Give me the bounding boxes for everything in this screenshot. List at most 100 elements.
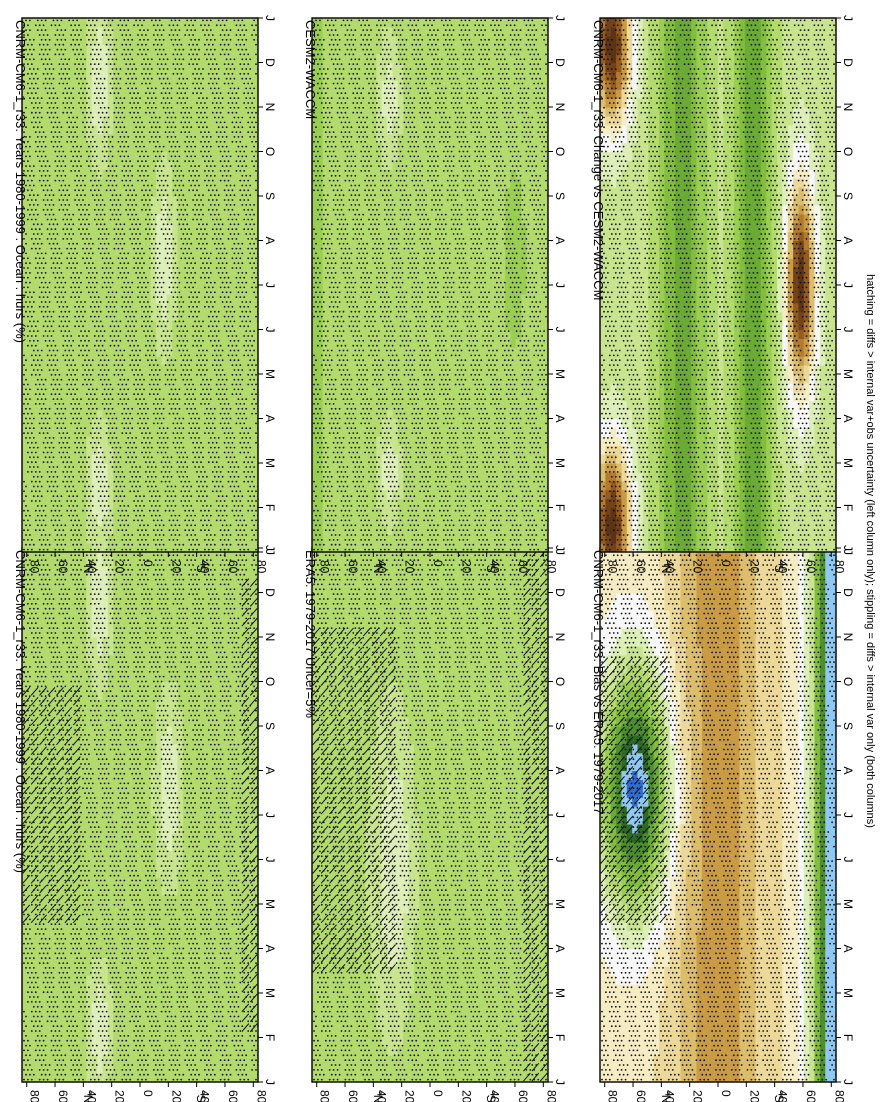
heat-cell (204, 1019, 211, 1030)
heat-cell (27, 743, 34, 754)
heat-cell (54, 418, 61, 428)
heat-cell (182, 133, 189, 144)
heat-cell (48, 1028, 55, 1039)
heat-cell (225, 921, 232, 932)
heat-cell (177, 548, 184, 558)
heat-cell (193, 71, 200, 81)
heat-cell (91, 454, 98, 464)
heat-cell (231, 1019, 238, 1030)
heat-cell (97, 939, 104, 950)
heat-cell (161, 525, 168, 535)
heat-cell (220, 436, 227, 446)
heat-cell (177, 543, 184, 552)
heat-cell (118, 471, 125, 482)
heat-cell (172, 98, 179, 108)
heat-cell (204, 249, 211, 259)
heat-cell (172, 231, 179, 242)
heat-cell (134, 548, 141, 558)
heat-cell (32, 35, 39, 46)
heat-cell (86, 1010, 93, 1021)
heat-cell (225, 124, 232, 135)
heat-cell (70, 601, 77, 611)
heat-cell (188, 222, 195, 233)
heat-cell (161, 993, 168, 1003)
heat-cell (134, 115, 141, 126)
heat-cell (81, 169, 87, 179)
heat-cell (97, 276, 104, 286)
heat-cell (107, 98, 114, 108)
heat-cell (43, 984, 50, 994)
heat-cell (156, 1019, 163, 1030)
heat-cell (225, 886, 232, 896)
heat-cell (134, 984, 141, 994)
heat-cell (199, 797, 205, 807)
heat-cell (225, 516, 232, 526)
heat-cell (102, 53, 109, 64)
heat-cell (204, 850, 211, 861)
heat-cell (166, 454, 173, 464)
heat-cell (161, 548, 168, 558)
heat-cell (225, 912, 232, 923)
heat-cell (64, 1037, 71, 1047)
heat-cell (236, 743, 243, 754)
heat-cell (156, 734, 163, 745)
heat-cell (241, 1046, 248, 1056)
heat-cell (86, 516, 93, 526)
heat-cell (220, 699, 227, 709)
heat-cell (86, 311, 93, 322)
heat-cell (177, 356, 184, 366)
heat-cell (97, 743, 104, 754)
heat-cell (156, 806, 163, 816)
heat-cell (134, 1019, 141, 1030)
heat-cell (81, 832, 87, 843)
heat-cell (204, 556, 211, 567)
heat-cell (54, 1046, 61, 1056)
heat-cell (43, 1064, 50, 1074)
heat-cell (22, 543, 28, 552)
heat-cell (150, 463, 157, 473)
heat-cell (193, 886, 200, 896)
heat-cell (64, 480, 71, 491)
heat-cell (172, 400, 179, 411)
heat-cell (177, 365, 184, 375)
heat-cell (156, 98, 163, 108)
heat-cell (32, 779, 39, 789)
heat-cell (193, 35, 200, 46)
heat-cell (123, 886, 130, 896)
heat-cell (145, 637, 152, 647)
heat-cell (113, 427, 120, 437)
heat-cell (236, 770, 243, 780)
heat-cell (38, 525, 45, 535)
heat-cell (172, 329, 179, 339)
heat-cell (43, 53, 50, 64)
heat-cell (145, 329, 152, 339)
heat-cell (102, 663, 109, 674)
heat-cell (97, 904, 104, 914)
heat-cell (48, 548, 55, 558)
heat-cell (22, 89, 28, 99)
heat-cell (166, 556, 173, 567)
heat-cell (172, 637, 179, 647)
heat-cell (123, 302, 130, 313)
heat-cell (22, 868, 28, 878)
heat-cell (161, 285, 168, 295)
heat-cell (156, 859, 163, 869)
heat-cell (182, 779, 189, 789)
heat-cell (209, 400, 216, 411)
heat-cell (48, 35, 55, 46)
heat-cell (150, 592, 157, 602)
heat-cell (204, 107, 211, 117)
heat-cell (220, 859, 227, 869)
heat-cell (59, 645, 66, 656)
heat-cell (81, 178, 87, 188)
heat-cell (38, 770, 45, 780)
heat-cell (134, 806, 141, 816)
heat-cell (38, 498, 45, 509)
heat-cell (140, 886, 146, 896)
heat-cell (247, 743, 254, 754)
heat-cell (182, 904, 189, 914)
heat-cell (177, 240, 184, 250)
heat-cell (22, 53, 28, 64)
heat-cell (118, 436, 125, 446)
heat-cell (209, 534, 216, 544)
